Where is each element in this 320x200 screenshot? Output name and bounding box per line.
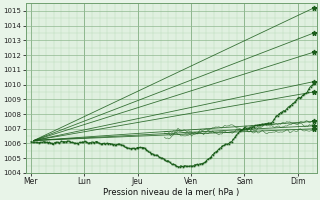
X-axis label: Pression niveau de la mer( hPa ): Pression niveau de la mer( hPa ) bbox=[103, 188, 239, 197]
